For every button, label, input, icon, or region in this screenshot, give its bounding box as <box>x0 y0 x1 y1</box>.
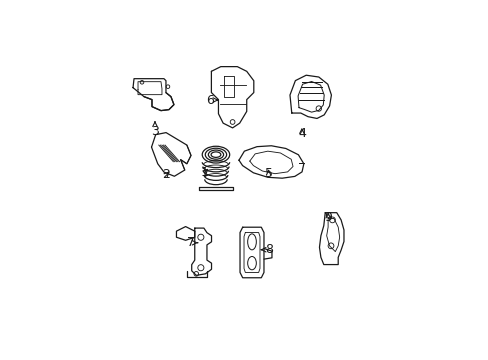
Text: 9: 9 <box>324 211 331 224</box>
Text: 3: 3 <box>151 122 159 138</box>
Text: 4: 4 <box>297 127 305 140</box>
Text: 6: 6 <box>206 94 217 107</box>
Text: 2: 2 <box>162 168 170 181</box>
Text: 5: 5 <box>264 167 272 180</box>
Text: 7: 7 <box>186 236 197 249</box>
Text: 1: 1 <box>201 166 208 179</box>
Text: 8: 8 <box>261 243 272 256</box>
